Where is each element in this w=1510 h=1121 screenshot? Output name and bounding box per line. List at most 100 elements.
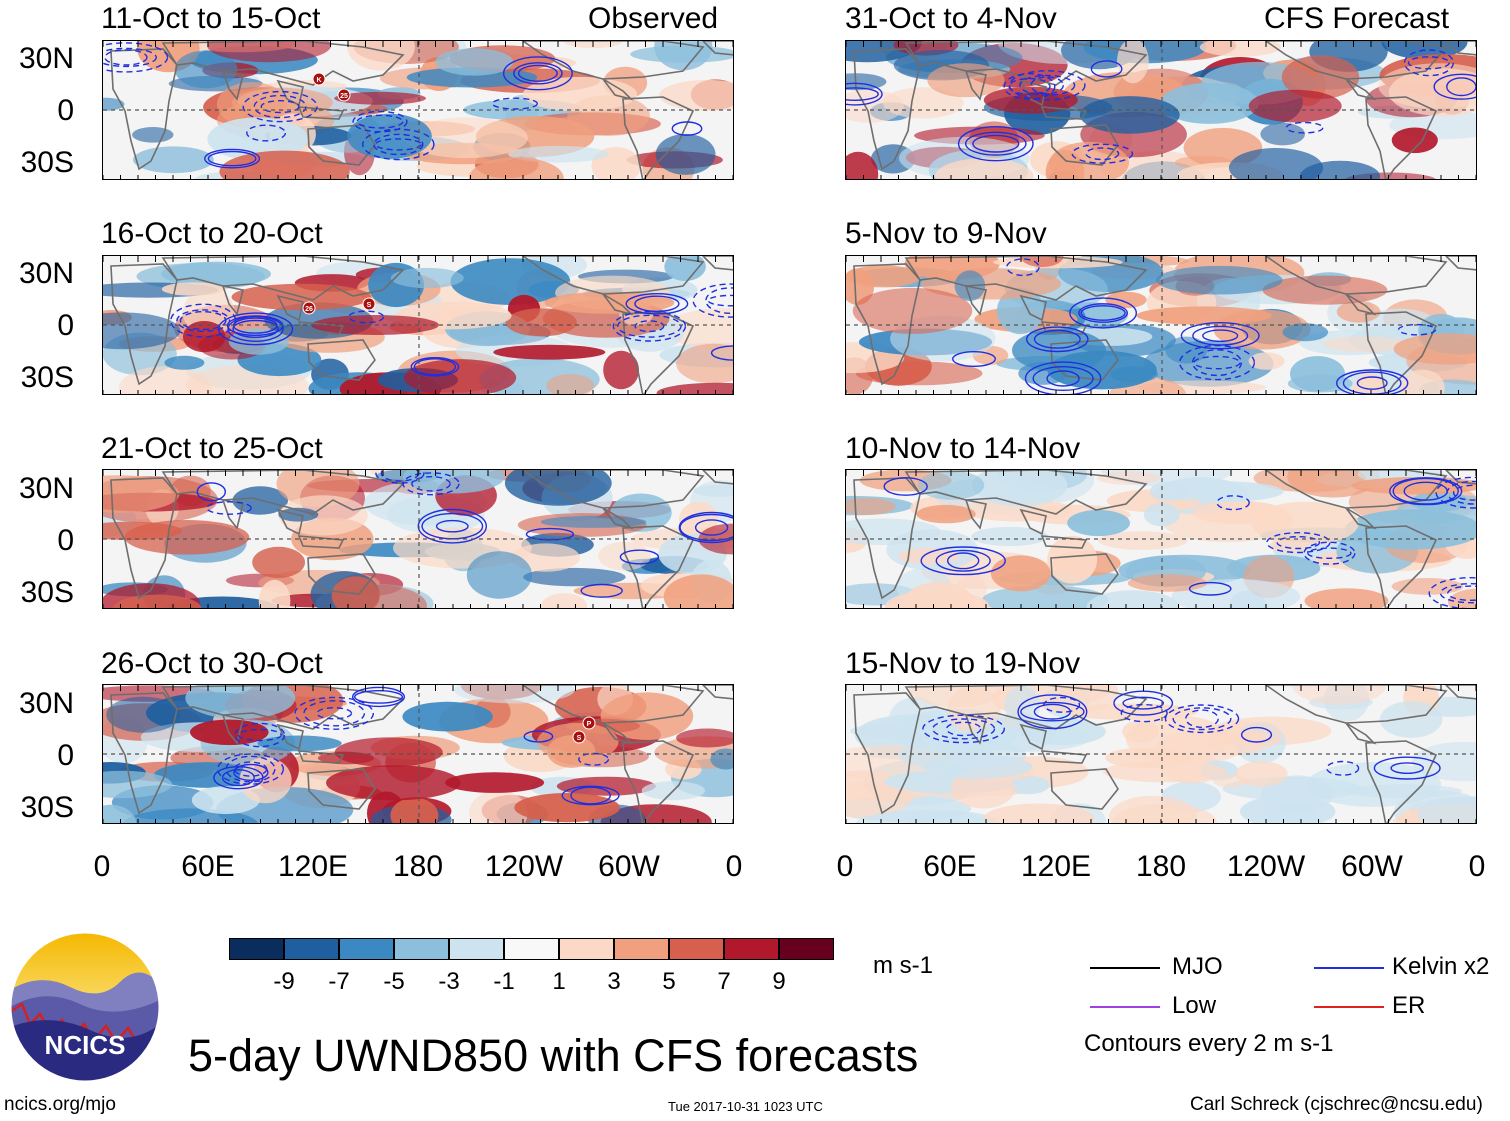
ncics-logo[interactable]: NCICS [10,932,160,1082]
anomaly-shade [1400,369,1445,394]
kelvin-contour [710,345,733,361]
kelvin-contour [694,519,729,536]
kelvin-contour [1185,709,1219,729]
colorbar-swatch [394,938,449,960]
coastline [1264,41,1448,80]
panel-title: 16-Oct to 20-Oct [101,217,323,250]
anomaly-shade [161,282,226,296]
anomaly-shade [1199,41,1281,57]
kelvin-contour [1446,480,1476,505]
footer-timestamp: Tue 2017-10-31 1023 UTC [668,1099,823,1114]
anomaly-shade [493,344,606,360]
coastline [701,41,733,56]
storm-marker[interactable]: S [362,297,376,311]
kelvin-contour [570,786,611,805]
legend-line-mjo [1090,967,1160,969]
anomaly-shade [664,256,706,281]
kelvin-contour [246,124,287,142]
kelvin-contour [523,730,554,743]
coastline [964,284,987,316]
anomaly-shade [402,701,493,732]
anomaly-shade [207,41,331,63]
anomaly-shade [103,770,173,799]
anomaly-shade [1344,509,1476,550]
lat-label: 0 [57,524,74,557]
coastline [1264,470,1448,509]
anomaly-shade [1393,333,1476,365]
lat-label: 30S [20,361,74,394]
lat-label: 30N [18,687,74,720]
kelvin-contour [375,470,425,484]
coastline [1050,339,1119,381]
kelvin-contour [634,320,665,333]
anomaly-shade [185,685,296,720]
kelvin-contour [176,309,231,332]
lat-label: 0 [57,94,74,127]
kelvin-contour [232,319,279,338]
coastline [1050,553,1119,595]
coastline [221,498,244,530]
storm-marker[interactable]: S [572,730,586,744]
kelvin-contour [1080,305,1126,321]
anomaly-shade [654,41,713,71]
anomaly-shade [1391,127,1438,154]
kelvin-contour [216,753,284,785]
kelvin-contour [525,527,574,541]
kelvin-contour [361,128,435,161]
anomaly-shade [1079,96,1180,134]
kelvin-contour [1017,694,1088,730]
kelvin-contour [1113,690,1174,716]
anomaly-shade [983,803,1095,823]
legend-label-mjo: MJO [1172,953,1223,980]
lat-label: 30N [18,257,74,290]
map-panel-observed-1: K 25 [102,40,734,180]
colorbar-swatch [449,938,504,960]
storm-marker[interactable]: K [312,72,326,86]
kelvin-contour [1180,321,1260,350]
coastline [276,294,304,322]
kelvin-contour [402,472,460,496]
kelvin-contour [922,714,1005,744]
storm-marker[interactable]: 26 [302,301,316,315]
kelvin-contour [1025,326,1089,353]
kelvin-contour [1032,365,1094,391]
coastline [904,685,1148,730]
anomaly-shade [1105,291,1147,309]
anomaly-shade [468,157,564,179]
coastline [1019,294,1047,322]
kelvin-contour [617,314,682,338]
anomaly-shade [934,158,1034,179]
map-svg [846,470,1476,608]
kelvin-contour [1276,535,1321,550]
coastline [853,263,921,386]
kelvin-contour [1447,585,1476,601]
coastline [161,256,405,301]
kelvin-contour [935,549,991,572]
main-title: 5-day UWND850 with CFS forecasts [188,1030,919,1081]
coastline [110,48,178,171]
coastline [1019,723,1047,751]
storm-marker[interactable]: P [582,716,596,730]
footer-url-link[interactable]: ncics.org/mjo [4,1094,116,1115]
kelvin-contour [237,728,282,742]
anomaly-shade [133,146,214,174]
lon-label: 180 [392,850,444,883]
kelvin-contour [1303,541,1356,565]
coastline [307,553,376,595]
kelvin-contour [1071,143,1134,164]
map-panel-forecast-4 [845,684,1477,824]
storm-marker[interactable]: 25 [337,88,351,102]
coastline [622,740,695,823]
kelvin-contour [1164,704,1240,734]
lat-label: 30S [20,576,74,609]
anomaly-shade [403,470,505,494]
kelvin-contour [421,512,484,540]
anomaly-shade [191,786,260,815]
map-svg [846,41,1476,179]
coastline [853,477,921,600]
kelvin-contour [1356,376,1388,390]
anomaly-shade [231,87,333,117]
anomaly-shade [132,127,174,143]
kelvin-contour [1389,477,1463,506]
